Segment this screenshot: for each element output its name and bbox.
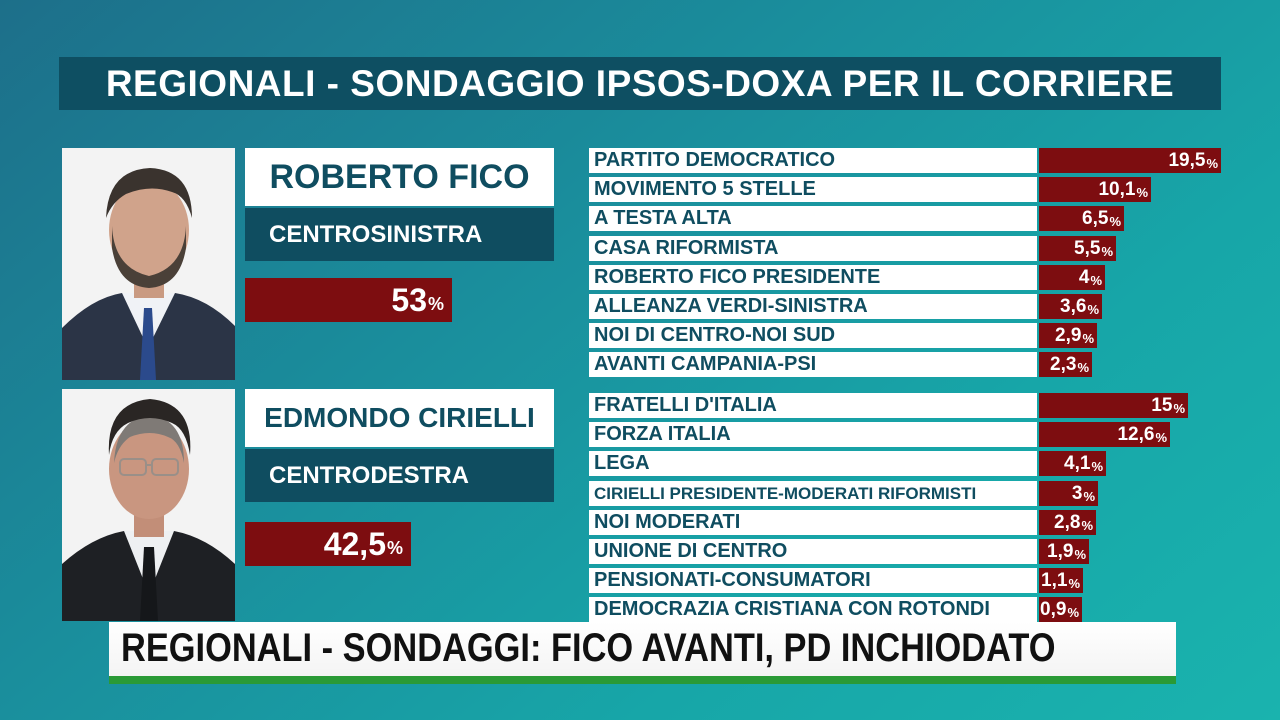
- party-label: FRATELLI D'ITALIA: [589, 393, 1037, 418]
- party-value-bar: 4,1%: [1039, 451, 1106, 476]
- party-value-label: 10,1: [1098, 178, 1136, 200]
- percent-sign: %: [1155, 429, 1167, 445]
- percent-sign: %: [1082, 330, 1094, 346]
- party-value-label: 1,9: [1047, 540, 1074, 562]
- percent-sign: %: [1136, 184, 1148, 200]
- party-label: CIRIELLI PRESIDENTE-MODERATI RIFORMISTI: [589, 481, 1037, 506]
- coalition-label-fico: CENTROSINISTRA: [245, 208, 554, 261]
- party-value-label: 2,9: [1055, 324, 1082, 346]
- percent-sign: %: [1173, 400, 1185, 416]
- party-value-label: 6,5: [1082, 207, 1109, 229]
- party-value-bar: 4%: [1039, 265, 1105, 290]
- party-value-label: 12,6: [1117, 423, 1155, 445]
- ticker-headline: REGIONALI - SONDAGGI: FICO AVANTI, PD IN…: [121, 626, 1056, 670]
- percent-sign: %: [1074, 546, 1086, 562]
- party-value-label: 3: [1071, 482, 1083, 504]
- party-label: NOI DI CENTRO-NOI SUD: [589, 323, 1037, 348]
- party-value-bar: 5,5%: [1039, 236, 1116, 261]
- party-label: FORZA ITALIA: [589, 422, 1037, 447]
- party-value-bar: 3%: [1039, 481, 1098, 506]
- party-value-label: 4: [1078, 266, 1090, 288]
- candidate-value-label: 42,5: [323, 525, 386, 562]
- party-label: CASA RIFORMISTA: [589, 236, 1037, 261]
- page-title: REGIONALI - SONDAGGIO IPSOS-DOXA PER IL …: [59, 57, 1221, 110]
- party-value-bar: 3,6%: [1039, 294, 1102, 319]
- candidate-value-bar: 42,5%: [245, 522, 411, 566]
- party-label: DEMOCRAZIA CRISTIANA CON ROTONDI: [589, 597, 1037, 622]
- percent-sign: %: [1081, 517, 1093, 533]
- party-label: PARTITO DEMOCRATICO: [589, 148, 1037, 173]
- party-value-label: 2,8: [1054, 511, 1081, 533]
- party-value-label: 3,6: [1060, 295, 1087, 317]
- party-value-label: 1,1: [1041, 569, 1068, 591]
- party-value-bar: 12,6%: [1039, 422, 1170, 447]
- party-value-bar: 15%: [1039, 393, 1188, 418]
- party-label: ALLEANZA VERDI-SINISTRA: [589, 294, 1037, 319]
- party-label: LEGA: [589, 451, 1037, 476]
- percent-sign: %: [1091, 458, 1103, 474]
- party-value-bar: 2,9%: [1039, 323, 1097, 348]
- candidate-photo-cirielli: [62, 389, 235, 621]
- percent-sign: %: [1087, 301, 1099, 317]
- party-value-bar: 1,9%: [1039, 539, 1089, 564]
- party-value-bar: 2,8%: [1039, 510, 1096, 535]
- party-value-bar: 0,9%: [1039, 597, 1082, 622]
- party-label: ROBERTO FICO PRESIDENTE: [589, 265, 1037, 290]
- candidate-value-bar: 53%: [245, 278, 452, 322]
- percent-sign: %: [1206, 155, 1218, 171]
- percent-sign: %: [427, 293, 444, 314]
- news-ticker: REGIONALI - SONDAGGI: FICO AVANTI, PD IN…: [109, 622, 1176, 684]
- party-label: NOI MODERATI: [589, 510, 1037, 535]
- party-value-label: 15: [1151, 394, 1173, 416]
- party-value-label: 5,5: [1074, 237, 1101, 259]
- percent-sign: %: [1068, 575, 1080, 591]
- percent-sign: %: [1090, 272, 1102, 288]
- party-label: A TESTA ALTA: [589, 206, 1037, 231]
- party-label: MOVIMENTO 5 STELLE: [589, 177, 1037, 202]
- party-label: AVANTI CAMPANIA-PSI: [589, 352, 1037, 377]
- percent-sign: %: [1101, 243, 1113, 259]
- percent-sign: %: [1083, 488, 1095, 504]
- percent-sign: %: [1077, 359, 1089, 375]
- party-value-label: 2,3: [1050, 353, 1077, 375]
- candidate-photo-fico: [62, 148, 235, 380]
- percent-sign: %: [386, 537, 403, 558]
- party-label: UNIONE DI CENTRO: [589, 539, 1037, 564]
- party-value-bar: 1,1%: [1039, 568, 1083, 593]
- party-value-bar: 10,1%: [1039, 177, 1151, 202]
- party-value-bar: 2,3%: [1039, 352, 1092, 377]
- party-value-bar: 6,5%: [1039, 206, 1124, 231]
- party-value-label: 4,1: [1064, 452, 1091, 474]
- party-value-bar: 19,5%: [1039, 148, 1221, 173]
- percent-sign: %: [1067, 604, 1079, 620]
- party-label: PENSIONATI-CONSUMATORI: [589, 568, 1037, 593]
- party-value-label: 0,9: [1040, 598, 1067, 620]
- candidate-value-label: 53: [391, 281, 427, 318]
- coalition-label-cirielli: CENTRODESTRA: [245, 449, 554, 502]
- party-value-label: 19,5: [1168, 149, 1206, 171]
- percent-sign: %: [1109, 213, 1121, 229]
- candidate-name-cirielli: EDMONDO CIRIELLI: [245, 389, 554, 447]
- candidate-name-fico: ROBERTO FICO: [245, 148, 554, 206]
